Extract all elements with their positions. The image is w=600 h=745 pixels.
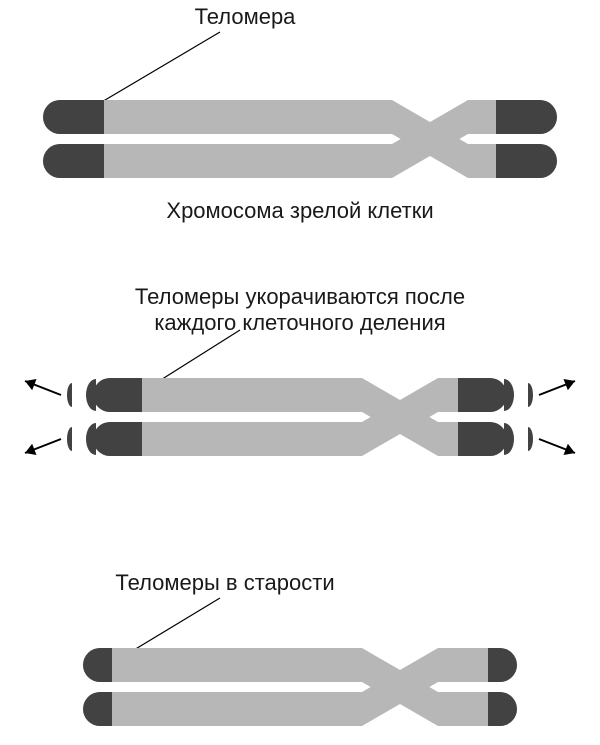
telomere-cap: [496, 100, 557, 134]
pointer-line-3: [124, 598, 220, 656]
motion-arrow: [25, 439, 61, 455]
telomere-cap: [43, 144, 104, 178]
caption-mature: Хромосома зрелой клетки: [166, 198, 433, 223]
telomere-cap: [458, 378, 507, 412]
telomere-fragment: [528, 427, 533, 451]
telomere-cap: [93, 378, 142, 412]
chromosome-old: [83, 648, 517, 726]
telomere-cap: [458, 422, 507, 456]
label-old: Теломеры в старости: [115, 570, 334, 595]
telomere-fragment: [67, 383, 72, 407]
telomere-cap: [496, 144, 557, 178]
label-shortening-1: Теломеры укорачиваются после: [135, 284, 465, 309]
chromosome-mature: [43, 100, 557, 178]
pointer-line-1: [95, 32, 220, 106]
telomere-fragment: [67, 427, 72, 451]
label-telomere: Теломера: [195, 4, 297, 29]
motion-arrow: [539, 379, 575, 395]
telomere-cap: [83, 692, 112, 726]
telomere-fragment: [528, 383, 533, 407]
telomere-fragment: [504, 379, 514, 411]
motion-arrow: [539, 439, 575, 455]
motion-arrow: [25, 379, 61, 395]
telomere-cap: [93, 422, 142, 456]
telomere-fragment: [86, 379, 96, 411]
telomere-fragment: [504, 423, 514, 455]
telomere-diagram: Теломера Хромосома зрелой клетки Теломеры …: [0, 0, 600, 745]
telomere-cap: [83, 648, 112, 682]
telomere-cap: [43, 100, 104, 134]
telomere-cap: [488, 692, 517, 726]
telomere-cap: [488, 648, 517, 682]
chromosome-dividing: [93, 378, 507, 456]
telomere-fragment: [86, 423, 96, 455]
label-shortening-2: каждого клеточного деления: [154, 310, 445, 335]
